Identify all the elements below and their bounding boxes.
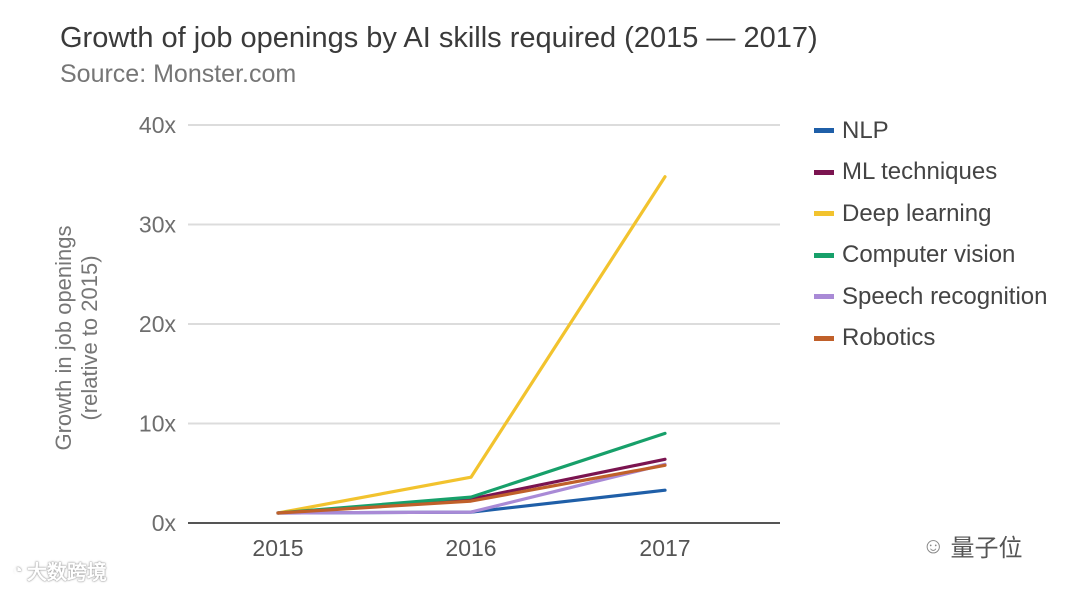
legend-label: Robotics	[842, 324, 936, 352]
legend-swatch	[814, 294, 834, 300]
watermark-left: ◔ 大数跨境	[12, 556, 107, 585]
y-tick-label: 40x	[139, 112, 177, 138]
series-line	[276, 457, 667, 515]
legend-label: Computer vision	[842, 241, 1016, 269]
legend-item: Speech recognition	[814, 276, 1047, 318]
y-tick-label: 20x	[139, 311, 177, 337]
chart-subtitle: Source: Monster.com	[60, 60, 297, 88]
legend-item: NLP	[814, 110, 1047, 152]
legend-label: ML techniques	[842, 158, 998, 186]
x-tick-label: 2016	[445, 535, 496, 561]
y-tick-label: 10x	[139, 411, 177, 437]
legend-swatch	[814, 169, 834, 175]
legend-label: Speech recognition	[842, 282, 1048, 310]
legend-swatch	[814, 211, 834, 217]
legend-swatch	[814, 335, 834, 341]
watermark-right-text: 量子位	[950, 535, 1023, 562]
legend-label: Deep learning	[842, 199, 992, 227]
weibo-icon: ◔	[12, 560, 23, 580]
watermark-left-text: 大数跨境	[26, 562, 107, 584]
legend-item: Robotics	[814, 318, 1047, 360]
legend-item: Computer vision	[814, 235, 1047, 277]
series-line	[276, 463, 667, 515]
y-tick-label: 30x	[139, 212, 177, 238]
chart-title: Growth of job openings by AI skills requ…	[60, 22, 818, 54]
legend-swatch	[814, 128, 834, 134]
legend-label: NLP	[842, 116, 889, 144]
legend-swatch	[814, 252, 834, 258]
series-line	[276, 175, 667, 515]
x-tick-label: 2015	[252, 535, 303, 561]
legend: NLP ML techniques Deep learning Computer vi…	[814, 110, 1047, 359]
legend-item: ML techniques	[814, 152, 1047, 194]
wechat-icon: ☺	[922, 532, 945, 558]
watermark-right: ☺ 量子位	[922, 528, 1022, 563]
y-tick-label: 0x	[152, 510, 177, 536]
x-tick-label: 2017	[639, 535, 690, 561]
series-line	[276, 462, 667, 515]
legend-item: Deep learning	[814, 193, 1047, 235]
